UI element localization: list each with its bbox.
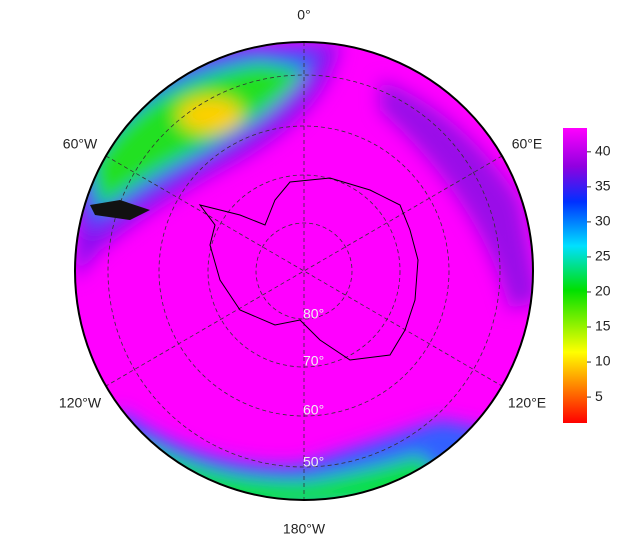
- lat-label: 80°: [303, 306, 324, 322]
- lon-label: 0°: [297, 7, 310, 23]
- map-border: [74, 41, 534, 501]
- colorbar-tick-label: 10: [595, 353, 611, 369]
- grid: [105, 42, 503, 500]
- colorbar-tick-label: 5: [595, 388, 603, 404]
- lon-label: 120°W: [59, 395, 102, 411]
- lat-label: 50°: [303, 454, 324, 470]
- lon-label: 180°W: [283, 521, 326, 537]
- colorbar-tick-label: 25: [595, 248, 611, 264]
- lon-label: 120°E: [508, 395, 546, 411]
- colorbar: [563, 128, 587, 423]
- colorbar-tick-label: 15: [595, 318, 611, 334]
- coastline: [198, 177, 419, 361]
- colorbar-tick-label: 35: [595, 178, 611, 194]
- lat-label: 70°: [303, 353, 324, 369]
- colorbar-tick-label: 20: [595, 283, 611, 299]
- lon-label: 60°E: [512, 136, 543, 152]
- colorbar-tick-label: 40: [595, 143, 611, 159]
- lat-label: 60°: [303, 402, 324, 418]
- peninsula: [90, 200, 150, 220]
- colorbar-tick-label: 30: [595, 213, 611, 229]
- lon-label: 60°W: [63, 136, 98, 152]
